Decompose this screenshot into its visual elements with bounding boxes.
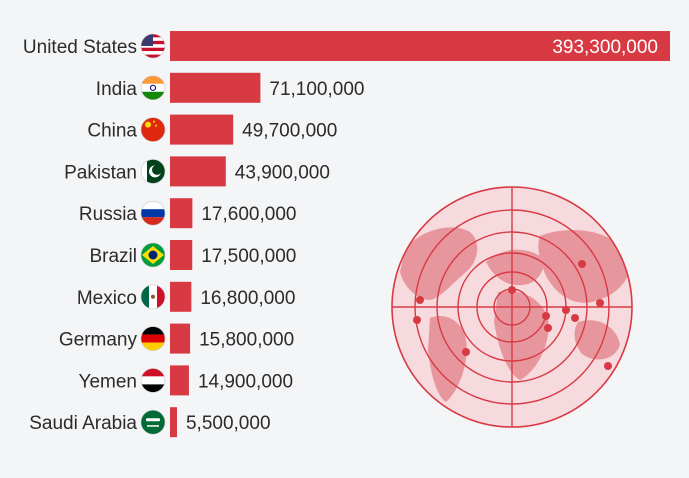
value-label: 17,600,000 bbox=[201, 204, 296, 225]
russia-flag-icon bbox=[140, 200, 166, 226]
value-label: 43,900,000 bbox=[235, 162, 330, 183]
value-label: 17,500,000 bbox=[201, 246, 296, 267]
bar-row: Russia 17,600,000 bbox=[79, 198, 296, 229]
bar bbox=[170, 72, 261, 103]
value-label: 5,500,000 bbox=[186, 413, 271, 434]
target-world-map-icon bbox=[391, 186, 633, 428]
bar-row: Germany 15,800,000 bbox=[59, 323, 294, 354]
category-label: Germany bbox=[59, 330, 138, 351]
category-label: Russia bbox=[79, 204, 138, 225]
value-label: 16,800,000 bbox=[200, 288, 295, 309]
bar bbox=[170, 31, 670, 61]
india-flag-icon bbox=[140, 75, 166, 101]
bar-row: Mexico 16,800,000 bbox=[77, 281, 295, 312]
mexico-flag-icon bbox=[140, 284, 166, 310]
bar-row: Brazil 17,500,000 bbox=[89, 240, 296, 270]
category-label: United States bbox=[23, 37, 137, 58]
brazil-flag-icon bbox=[140, 242, 166, 268]
category-label: Yemen bbox=[79, 371, 137, 392]
value-label: 71,100,000 bbox=[269, 79, 364, 100]
germany-flag-icon bbox=[140, 326, 166, 351]
bar-row: Pakistan 43,900,000 bbox=[64, 156, 330, 187]
value-label: 14,900,000 bbox=[198, 371, 293, 392]
bar bbox=[170, 365, 189, 396]
category-label: Saudi Arabia bbox=[29, 413, 137, 434]
category-label: Mexico bbox=[77, 288, 137, 309]
bar bbox=[170, 323, 191, 354]
bar-row: India 71,100,000 bbox=[96, 72, 364, 103]
category-label: Brazil bbox=[89, 246, 137, 267]
china-flag-icon bbox=[140, 117, 166, 142]
bar bbox=[170, 114, 234, 145]
bar bbox=[170, 198, 193, 229]
value-label: 393,300,000 bbox=[552, 37, 658, 58]
bar bbox=[170, 407, 177, 438]
bar bbox=[170, 240, 193, 270]
value-label: 49,700,000 bbox=[242, 121, 337, 142]
category-label: China bbox=[87, 121, 137, 142]
us-flag-icon bbox=[140, 33, 166, 59]
bar bbox=[170, 156, 226, 187]
value-label: 15,800,000 bbox=[199, 330, 294, 351]
bar-row: United States 393,300,000 bbox=[23, 31, 670, 61]
bar bbox=[170, 281, 192, 312]
saudi-arabia-flag-icon bbox=[140, 409, 166, 435]
category-label: India bbox=[96, 79, 138, 100]
bar-row: Saudi Arabia 5,500,000 bbox=[29, 407, 271, 438]
yemen-flag-icon bbox=[140, 368, 166, 393]
pakistan-flag-icon bbox=[140, 159, 166, 184]
bar-row: Yemen 14,900,000 bbox=[79, 365, 293, 396]
category-label: Pakistan bbox=[64, 162, 137, 183]
bar-row: China 49,700,000 bbox=[87, 114, 337, 145]
